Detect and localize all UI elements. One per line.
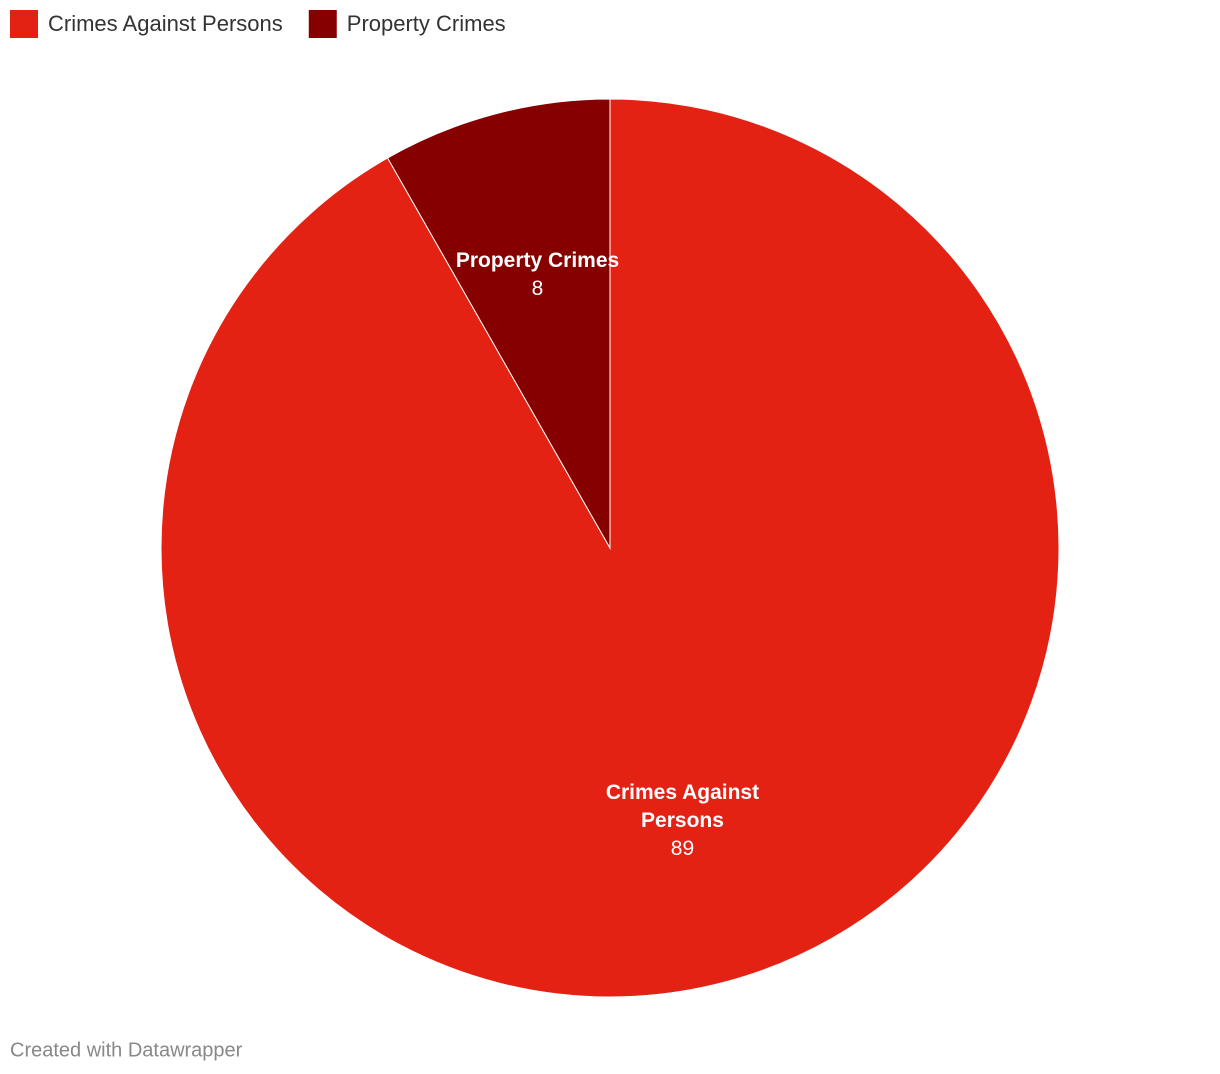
slice-value: 89 <box>670 837 695 861</box>
legend-label: Crimes Against Persons <box>48 11 283 36</box>
slice-value: 8 <box>531 276 544 300</box>
slice-label: Crimes Against Persons 89 <box>587 779 777 863</box>
legend-swatch <box>10 10 38 38</box>
slice-name: Property Crimes <box>455 248 620 272</box>
legend-swatch <box>308 10 337 38</box>
slice-name: Crimes Against Persons <box>605 781 760 833</box>
pie-slice <box>386 98 611 550</box>
credit: Created with Datawrapper <box>10 1039 243 1061</box>
legend-label: Property Crimes <box>347 11 506 36</box>
slice-label: Property Crimes 8 <box>443 247 633 303</box>
